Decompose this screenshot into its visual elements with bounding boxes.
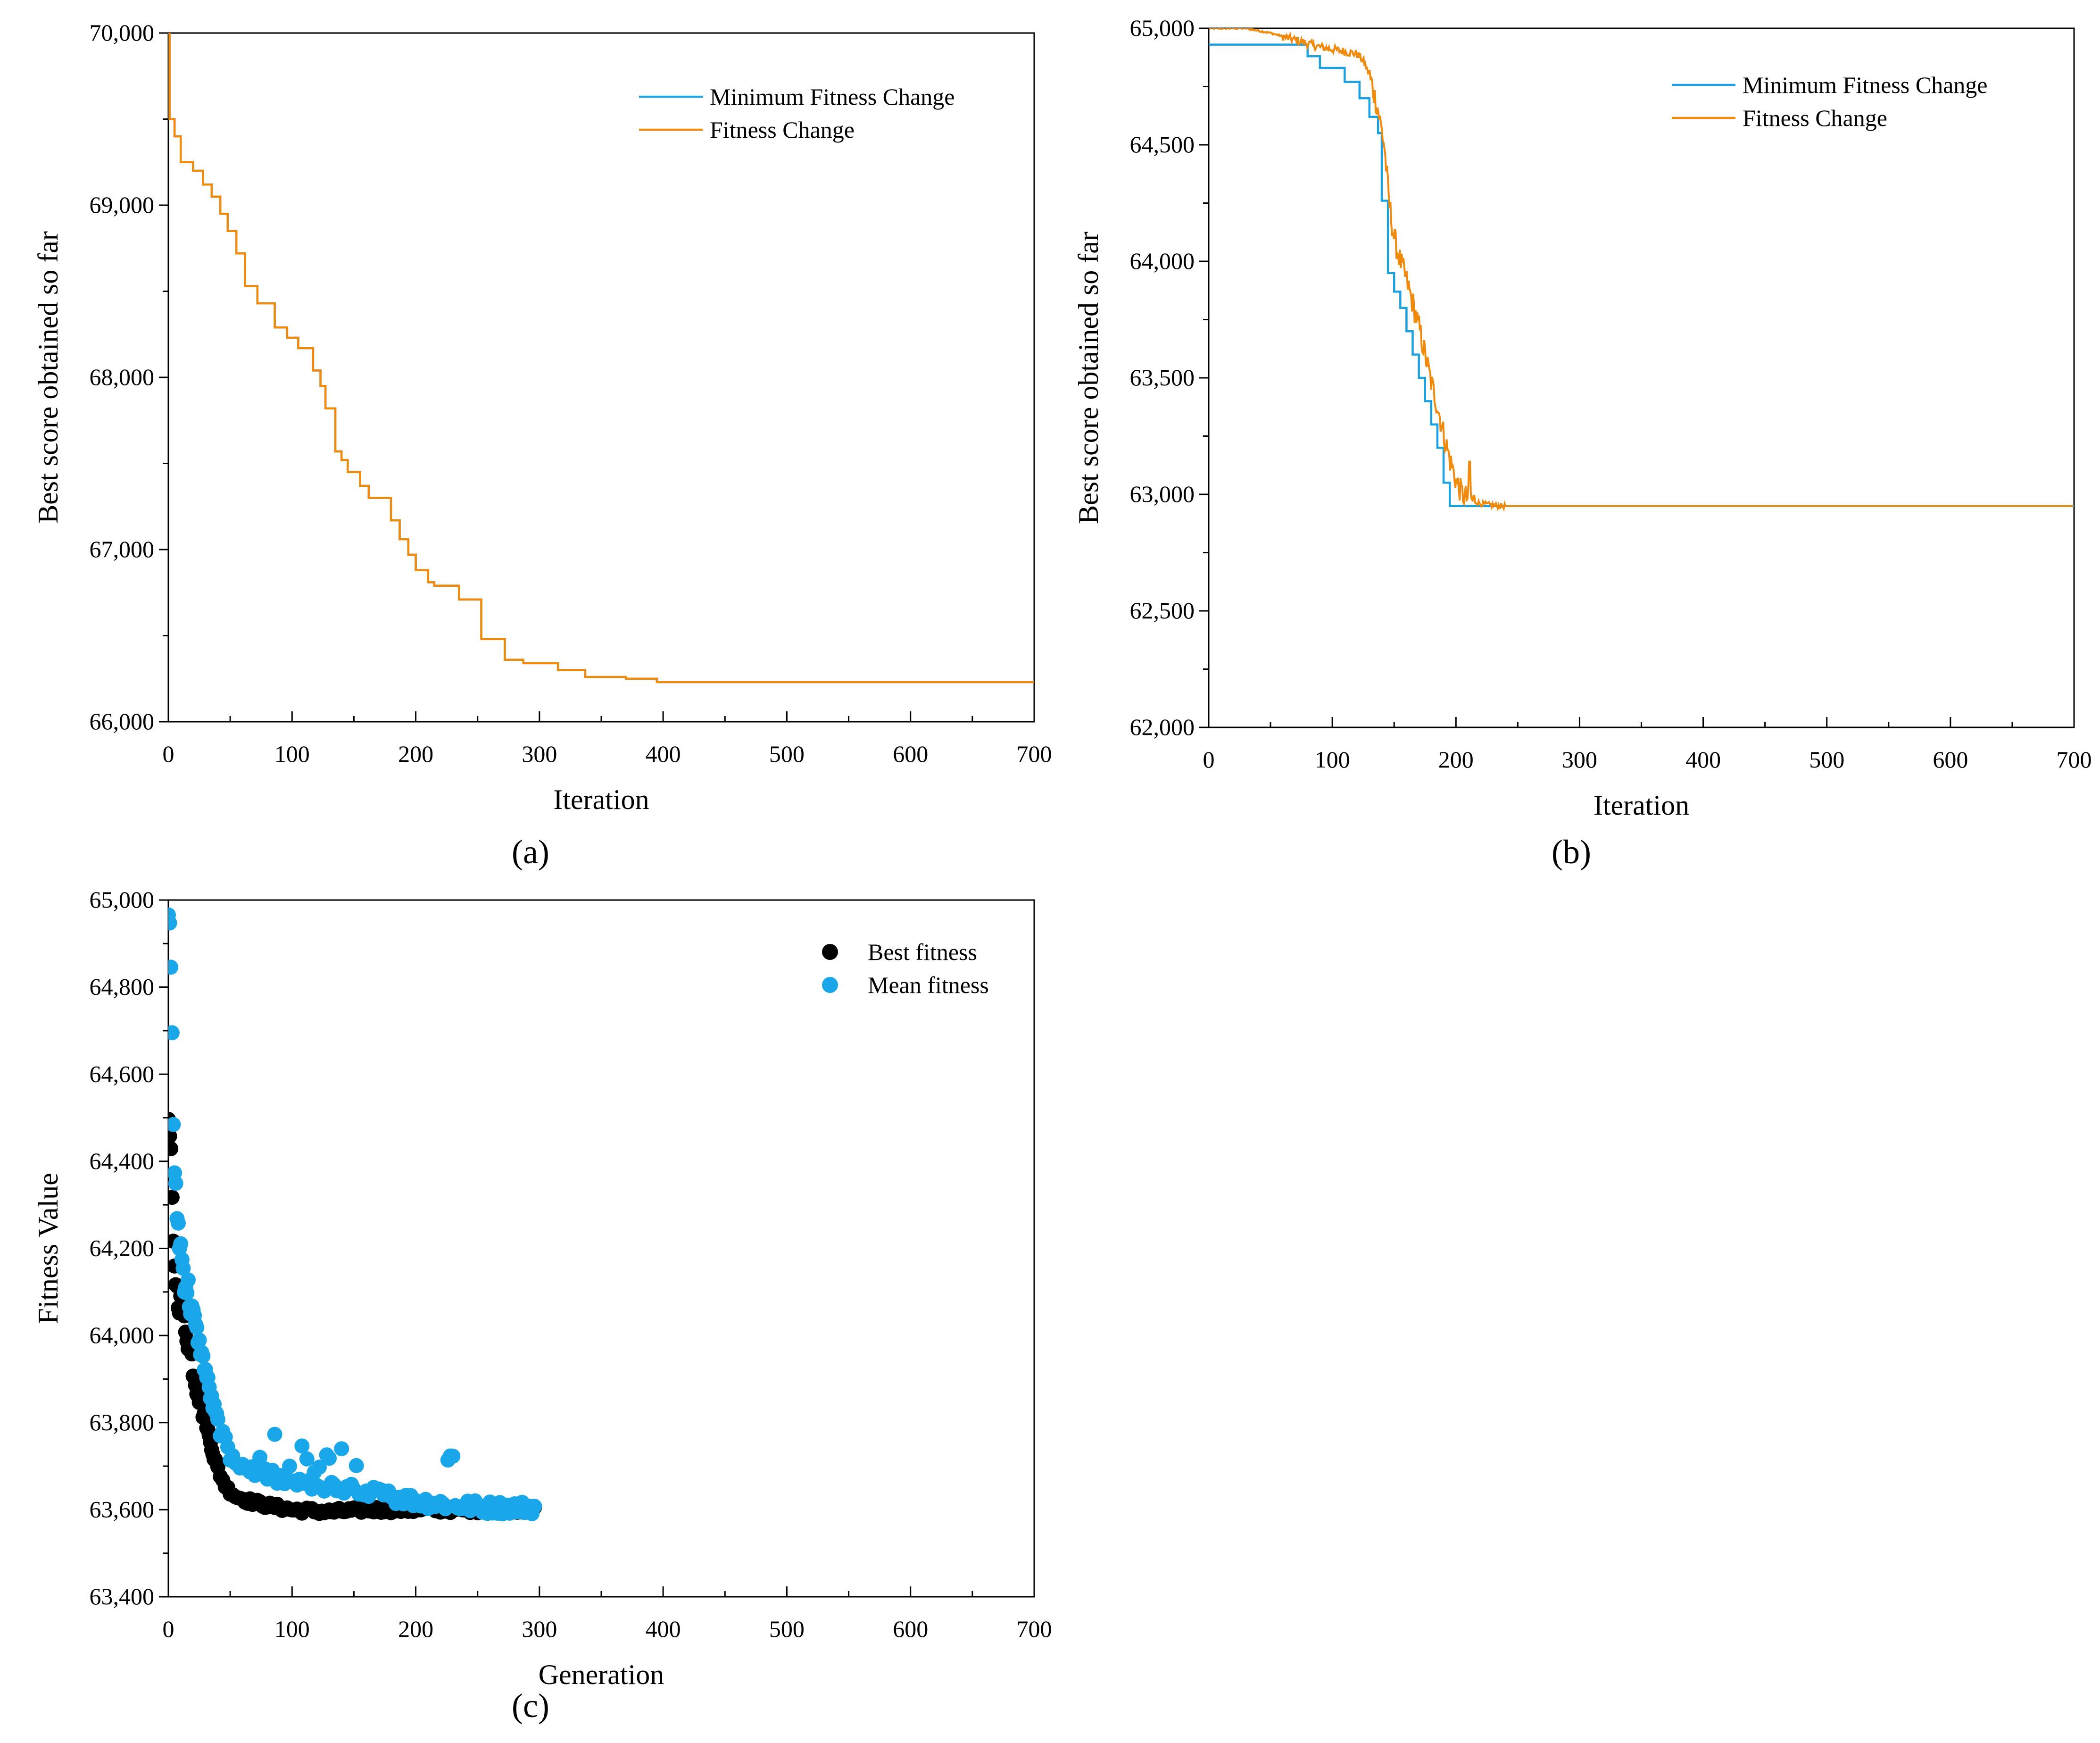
panel-c-point-1 bbox=[349, 1458, 364, 1473]
panel-b-xlabel: Iteration bbox=[1594, 790, 1689, 821]
panel-c-point-1 bbox=[168, 959, 179, 975]
panel-c-point-1 bbox=[322, 1451, 337, 1466]
panel-a-xtick-label: 0 bbox=[163, 741, 174, 767]
panel-a-series-0-line bbox=[168, 33, 1034, 684]
panel-a-xtick-label: 400 bbox=[646, 741, 681, 767]
panel-a-frame bbox=[167, 32, 1035, 723]
panel-c-point-0 bbox=[168, 1141, 179, 1157]
panel-c-point-1 bbox=[282, 1459, 297, 1474]
panel-c-point-0 bbox=[168, 1128, 177, 1144]
panel-b-xtick-label: 100 bbox=[1315, 746, 1350, 773]
panel-c-point-1 bbox=[191, 1333, 207, 1348]
panel-c-point-1 bbox=[189, 1320, 205, 1335]
panel-b-series-1-line bbox=[1209, 28, 2074, 512]
panel-c-point-1 bbox=[195, 1348, 211, 1364]
panel-b-ytick-label: 64,000 bbox=[1130, 248, 1195, 274]
panel-b-xtick-label: 500 bbox=[1809, 746, 1844, 773]
panel-a-xtick-label: 100 bbox=[274, 741, 310, 767]
panel-a-ytick-label: 68,000 bbox=[90, 364, 155, 390]
panel-c-legend-label-0: Best fitness bbox=[868, 939, 977, 965]
panel-c-legend-marker-1 bbox=[822, 977, 838, 993]
panel-c-xtick-label: 500 bbox=[769, 1616, 805, 1642]
panel-b-xtick-label: 600 bbox=[1933, 746, 1968, 773]
panel-a-ylabel: Best score obtained so far bbox=[33, 231, 64, 524]
panel-c-point-1 bbox=[445, 1449, 461, 1464]
panel-c-ytick-label: 64,600 bbox=[90, 1060, 155, 1087]
panel-a-series-1-line bbox=[168, 33, 1034, 684]
panel-b-legend-label-0: Minimum Fitness Change bbox=[1743, 72, 1987, 98]
panel-c-point-1 bbox=[171, 1215, 186, 1231]
caption-b: (b) bbox=[1552, 833, 1591, 871]
panel-c-point-1 bbox=[168, 915, 177, 931]
panel-b-legend-label-1: Fitness Change bbox=[1743, 105, 1887, 131]
panel-c-ytick-label: 64,800 bbox=[90, 974, 155, 1000]
panel-c-point-1 bbox=[527, 1499, 542, 1514]
panel-a-ytick-label: 70,000 bbox=[90, 19, 155, 46]
panel-b-xtick-label: 200 bbox=[1438, 746, 1474, 773]
panel-a-xlabel: Iteration bbox=[553, 784, 649, 815]
panel-c-point-1 bbox=[252, 1450, 268, 1465]
panel-c-ytick-label: 64,000 bbox=[90, 1322, 155, 1348]
panel-c-point-1 bbox=[175, 1260, 191, 1276]
panel-c-legend-label-1: Mean fitness bbox=[868, 972, 989, 998]
panel-c-ylabel: Fitness Value bbox=[33, 1173, 64, 1324]
panel-b-xtick-label: 400 bbox=[1685, 746, 1721, 773]
panel-c-point-1 bbox=[168, 1176, 183, 1191]
panel-c-ytick-label: 64,200 bbox=[90, 1235, 155, 1261]
panel-b-ytick-label: 65,000 bbox=[1130, 15, 1195, 41]
panel-b-frame bbox=[1208, 27, 2075, 728]
panel-c-ytick-label: 63,800 bbox=[90, 1409, 155, 1435]
panel-b-ytick-label: 63,500 bbox=[1130, 364, 1195, 391]
panel-c-point-1 bbox=[173, 1236, 189, 1251]
panel-c-ytick-label: 65,000 bbox=[90, 886, 155, 913]
panel-b-ytick-label: 62,000 bbox=[1130, 714, 1195, 740]
panel-a-ytick-label: 66,000 bbox=[90, 708, 155, 734]
panel-c-ytick-label: 63,400 bbox=[90, 1583, 155, 1610]
panel-c-xtick-label: 200 bbox=[398, 1616, 433, 1642]
panel-b-ytick-label: 64,500 bbox=[1130, 131, 1195, 158]
panel-c-xtick-label: 0 bbox=[163, 1616, 174, 1642]
panel-a-xtick-label: 300 bbox=[522, 741, 557, 767]
panel-c-point-1 bbox=[312, 1459, 327, 1475]
panel-c-point-1 bbox=[267, 1426, 282, 1442]
panel-a-xtick-label: 200 bbox=[398, 741, 433, 767]
caption-a: (a) bbox=[512, 833, 549, 871]
panel-c-xlabel: Generation bbox=[539, 1659, 664, 1690]
panel-a-legend-label-0: Minimum Fitness Change bbox=[710, 83, 955, 110]
panel-a-ytick-label: 67,000 bbox=[90, 536, 155, 562]
panel-b-ytick-label: 62,500 bbox=[1130, 597, 1195, 624]
panel-c-ytick-label: 63,600 bbox=[90, 1496, 155, 1522]
panel-c-point-0 bbox=[168, 1190, 180, 1205]
panel-b-series-0-line bbox=[1209, 43, 2074, 507]
panel-c-point-1 bbox=[334, 1441, 349, 1457]
panel-c-ytick-label: 64,400 bbox=[90, 1148, 155, 1174]
panel-c-point-1 bbox=[179, 1285, 195, 1301]
panel-a-xtick-label: 600 bbox=[893, 741, 928, 767]
panel-c-xtick-label: 600 bbox=[893, 1616, 928, 1642]
panel-c-series-0 bbox=[168, 1111, 542, 1521]
panel-c-xtick-label: 400 bbox=[646, 1616, 681, 1642]
panel-c-point-1 bbox=[294, 1438, 310, 1454]
panel-a-ytick-label: 69,000 bbox=[90, 192, 155, 218]
panel-b-xtick-label: 700 bbox=[2057, 746, 2092, 773]
panel-c-series-1 bbox=[168, 907, 542, 1522]
panel-c-point-1 bbox=[181, 1272, 196, 1288]
panel-a-xtick-label: 500 bbox=[769, 741, 805, 767]
panel-c-xtick-label: 700 bbox=[1017, 1616, 1052, 1642]
panel-b-xtick-label: 0 bbox=[1203, 746, 1215, 773]
panel-c-legend-marker-0 bbox=[822, 944, 838, 960]
panel-c-xtick-label: 300 bbox=[522, 1616, 557, 1642]
panel-c-xtick-label: 100 bbox=[274, 1616, 310, 1642]
panel-c-point-1 bbox=[168, 1117, 181, 1132]
panel-b-ytick-label: 63,000 bbox=[1130, 481, 1195, 507]
panel-a-legend-label-1: Fitness Change bbox=[710, 117, 855, 143]
panel-a-xtick-label: 700 bbox=[1017, 741, 1052, 767]
panel-c-point-1 bbox=[210, 1412, 225, 1427]
panel-c-point-1 bbox=[299, 1451, 315, 1467]
panel-b-xtick-label: 300 bbox=[1562, 746, 1597, 773]
caption-c: (c) bbox=[512, 1687, 549, 1725]
panel-c-point-1 bbox=[168, 1025, 180, 1041]
panel-b-ylabel: Best score obtained so far bbox=[1073, 232, 1104, 524]
